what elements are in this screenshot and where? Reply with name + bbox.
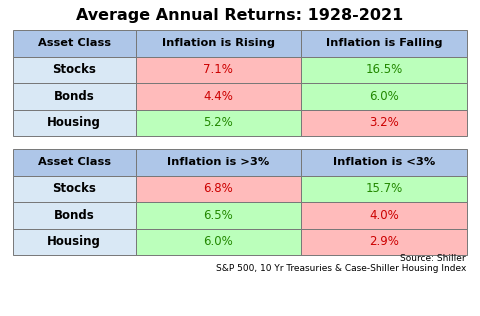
Bar — [301, 149, 467, 175]
Text: 5.2%: 5.2% — [204, 116, 233, 129]
Bar — [301, 228, 467, 255]
Text: 7.1%: 7.1% — [204, 63, 233, 76]
Text: Average Annual Returns: 1928-2021: Average Annual Returns: 1928-2021 — [76, 8, 404, 23]
Bar — [13, 202, 135, 228]
Text: 6.5%: 6.5% — [204, 209, 233, 222]
Text: Housing: Housing — [48, 235, 101, 248]
Bar — [301, 175, 467, 202]
Text: Inflation is Falling: Inflation is Falling — [326, 38, 443, 48]
Text: Bonds: Bonds — [54, 90, 95, 103]
Bar — [13, 30, 135, 57]
Bar — [135, 110, 301, 136]
Bar — [13, 175, 135, 202]
Bar — [13, 57, 135, 83]
Bar — [301, 202, 467, 228]
Bar — [13, 149, 135, 175]
Text: Stocks: Stocks — [52, 63, 96, 76]
Bar — [135, 83, 301, 110]
Text: Inflation is >3%: Inflation is >3% — [168, 157, 270, 167]
Text: Stocks: Stocks — [52, 182, 96, 195]
Bar — [301, 110, 467, 136]
Text: Inflation is Rising: Inflation is Rising — [162, 38, 275, 48]
Bar — [301, 30, 467, 57]
Bar — [13, 110, 135, 136]
Bar — [135, 175, 301, 202]
Bar — [135, 228, 301, 255]
Text: 6.0%: 6.0% — [369, 90, 399, 103]
Text: 3.2%: 3.2% — [369, 116, 399, 129]
Text: Inflation is <3%: Inflation is <3% — [333, 157, 435, 167]
Bar — [13, 83, 135, 110]
Bar — [301, 83, 467, 110]
Text: 2.9%: 2.9% — [369, 235, 399, 248]
Text: 16.5%: 16.5% — [366, 63, 403, 76]
Text: Asset Class: Asset Class — [38, 38, 111, 48]
Text: Bonds: Bonds — [54, 209, 95, 222]
Text: Asset Class: Asset Class — [38, 157, 111, 167]
Text: 6.0%: 6.0% — [204, 235, 233, 248]
Bar — [135, 149, 301, 175]
Bar — [135, 57, 301, 83]
Bar — [13, 228, 135, 255]
Bar — [135, 202, 301, 228]
Text: Source: Shiller: Source: Shiller — [400, 254, 466, 263]
Text: S&P 500, 10 Yr Treasuries & Case-Shiller Housing Index: S&P 500, 10 Yr Treasuries & Case-Shiller… — [216, 264, 466, 273]
Text: Housing: Housing — [48, 116, 101, 129]
Text: 4.4%: 4.4% — [204, 90, 233, 103]
Bar — [301, 57, 467, 83]
Bar — [135, 30, 301, 57]
Text: 15.7%: 15.7% — [366, 182, 403, 195]
Text: 4.0%: 4.0% — [369, 209, 399, 222]
Text: 6.8%: 6.8% — [204, 182, 233, 195]
